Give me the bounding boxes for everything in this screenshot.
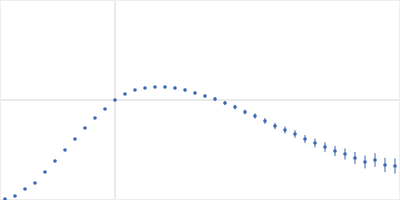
point	[223, 101, 227, 105]
point	[383, 163, 387, 167]
point	[263, 119, 267, 123]
plot-area	[3, 85, 397, 200]
point	[233, 105, 237, 109]
point	[323, 145, 327, 149]
point	[3, 197, 7, 200]
point	[13, 194, 17, 198]
point	[303, 137, 307, 141]
point	[343, 152, 347, 156]
grid-line	[0, 100, 400, 101]
point	[393, 164, 397, 168]
point	[363, 160, 367, 164]
point	[33, 181, 37, 185]
point	[83, 126, 87, 130]
point	[43, 170, 47, 174]
point	[93, 116, 97, 120]
point	[243, 110, 247, 114]
point	[143, 86, 147, 90]
point	[283, 128, 287, 132]
point	[313, 141, 317, 145]
point	[23, 187, 27, 191]
point	[183, 88, 187, 92]
point	[153, 85, 157, 89]
point	[373, 158, 377, 162]
point	[333, 149, 337, 153]
point	[353, 156, 357, 160]
point	[203, 94, 207, 98]
chart	[0, 0, 400, 200]
point	[273, 124, 277, 128]
point	[173, 86, 177, 90]
point	[213, 97, 217, 101]
point	[113, 98, 117, 102]
point	[193, 91, 197, 95]
point	[63, 148, 67, 152]
plot-frame	[1, 1, 400, 200]
point	[133, 88, 137, 92]
point	[253, 114, 257, 118]
point	[53, 159, 57, 163]
point	[73, 137, 77, 141]
point	[163, 85, 167, 89]
point	[123, 92, 127, 96]
point	[293, 132, 297, 136]
point	[103, 107, 107, 111]
